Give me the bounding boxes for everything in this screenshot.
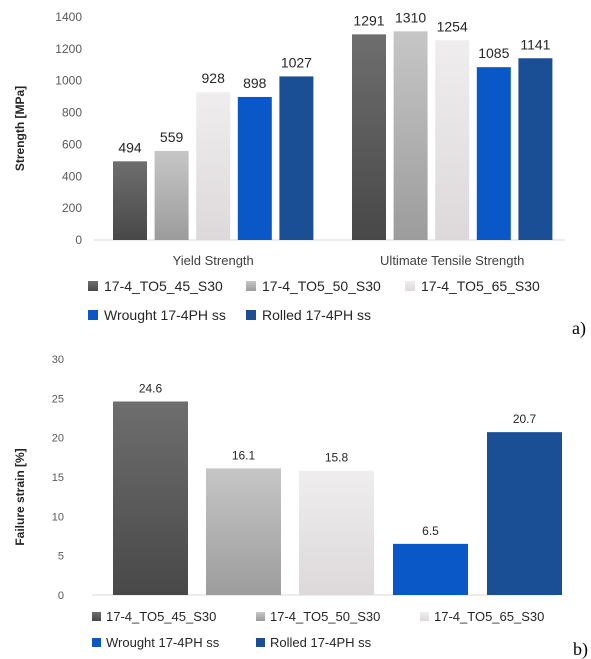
legend-swatch-17-4-to5-50-s30	[246, 281, 256, 291]
data-label: 16.1	[232, 448, 256, 462]
data-label: 1027	[281, 54, 312, 70]
legend-swatch-17-4-to5-50-s30	[256, 612, 265, 621]
y-tick-label: 800	[62, 106, 82, 120]
data-label: 24.6	[139, 381, 163, 395]
data-label: 1310	[395, 9, 426, 25]
legend-swatch-17-4-to5-45-s30	[92, 612, 101, 621]
data-label: 494	[118, 139, 142, 155]
y-axis-label: Strength [MPa]	[13, 86, 27, 171]
y-tick-label: 1400	[55, 10, 82, 24]
data-label: 20.7	[513, 412, 537, 426]
y-tick-label: 1000	[55, 74, 82, 88]
y-tick-label: 0	[58, 590, 64, 602]
legend-label: 17-4_TO5_50_S30	[262, 278, 381, 294]
bar-rolled-17-4ph-ss-ultimate-tensile-strength	[518, 58, 553, 240]
bar-17-4-to5-50-s30	[206, 468, 281, 595]
y-tick-label: 20	[52, 433, 64, 445]
data-label: 1291	[353, 12, 384, 28]
x-category-label: Yield Strength	[173, 253, 254, 268]
legend-label: 17-4_TO5_65_S30	[421, 278, 540, 294]
legend-swatch-17-4-to5-65-s30	[405, 281, 415, 291]
bar-17-4-to5-65-s30-ultimate-tensile-strength	[435, 40, 470, 241]
bar-rolled-17-4ph-ss-yield-strength	[279, 76, 314, 240]
panel-label-b: b)	[573, 639, 588, 659]
bar-rolled-17-4ph-ss	[487, 432, 562, 595]
panel-label-a: a)	[572, 318, 586, 339]
y-tick-label: 1200	[55, 42, 82, 56]
bar-17-4-to5-45-s30-yield-strength	[113, 161, 147, 240]
data-label: 15.8	[325, 451, 349, 465]
legend-swatch-rolled-17-4ph-ss	[246, 310, 256, 320]
bar-wrought-17-4ph-ss-yield-strength	[237, 96, 272, 240]
chart-a: 0 200 400 600 800 1000 1200 1400 Strength [MPa] 4…	[13, 9, 586, 339]
legend-swatch-17-4-to5-65-s30	[420, 612, 429, 621]
legend-label: Rolled 17-4PH ss	[262, 307, 371, 323]
legend-label: Rolled 17-4PH ss	[270, 635, 372, 650]
bar-17-4-to5-65-s30	[299, 470, 374, 595]
y-tick-label: 600	[62, 137, 82, 151]
y-axis-label: Failure strain [%]	[13, 448, 27, 545]
bar-17-4-to5-65-s30-yield-strength	[196, 92, 231, 240]
bar-wrought-17-4ph-ss-ultimate-tensile-strength	[476, 67, 511, 240]
y-tick-label: 10	[52, 511, 64, 523]
y-tick-label: 30	[52, 354, 64, 366]
data-label: 1141	[520, 36, 550, 52]
legend-label: Wrought 17-4PH ss	[106, 635, 220, 650]
data-label: 1254	[437, 18, 468, 34]
legend-label: 17-4_TO5_45_S30	[106, 609, 216, 624]
data-label: 6.5	[422, 524, 439, 538]
y-tick-label: 400	[62, 169, 82, 183]
legend-label: 17-4_TO5_50_S30	[270, 609, 380, 624]
bar-17-4-to5-50-s30-yield-strength	[154, 150, 189, 240]
chart-b: 0 5 10 15 20 25 30 Failure strain [%] 24.6 16.1 15…	[13, 354, 588, 659]
y-tick-label: 15	[52, 472, 64, 484]
legend-swatch-wrought-17-4ph-ss	[88, 310, 98, 320]
y-tick-label: 25	[52, 393, 64, 405]
x-category-label: Ultimate Tensile Strength	[380, 253, 524, 268]
bar-17-4-to5-45-s30	[113, 401, 188, 595]
legend-label: Wrought 17-4PH ss	[104, 307, 226, 323]
legend-swatch-17-4-to5-45-s30	[88, 281, 98, 291]
y-tick-label: 200	[62, 201, 82, 215]
bar-wrought-17-4ph-ss	[393, 543, 468, 595]
y-tick-label: 5	[58, 551, 64, 563]
data-label: 928	[202, 70, 226, 86]
y-tick-label: 0	[75, 233, 82, 247]
bar-17-4-to5-50-s30-ultimate-tensile-strength	[393, 31, 428, 241]
bar-17-4-to5-45-s30-ultimate-tensile-strength	[352, 34, 386, 240]
data-label: 898	[243, 75, 267, 91]
legend-swatch-rolled-17-4ph-ss	[256, 638, 265, 647]
legend-label: 17-4_TO5_65_S30	[434, 609, 544, 624]
legend-label: 17-4_TO5_45_S30	[104, 278, 223, 294]
data-label: 559	[160, 129, 184, 145]
legend-swatch-wrought-17-4ph-ss	[92, 638, 101, 647]
data-label: 1085	[478, 45, 509, 61]
